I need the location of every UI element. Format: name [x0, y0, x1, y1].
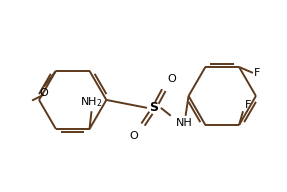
Text: O: O: [168, 74, 177, 84]
Text: NH$_2$: NH$_2$: [80, 95, 103, 109]
Text: NH: NH: [176, 118, 193, 128]
Text: O: O: [40, 88, 48, 98]
Text: S: S: [150, 101, 158, 114]
Text: F: F: [245, 100, 251, 110]
Text: O: O: [129, 132, 138, 142]
Text: F: F: [254, 68, 260, 78]
